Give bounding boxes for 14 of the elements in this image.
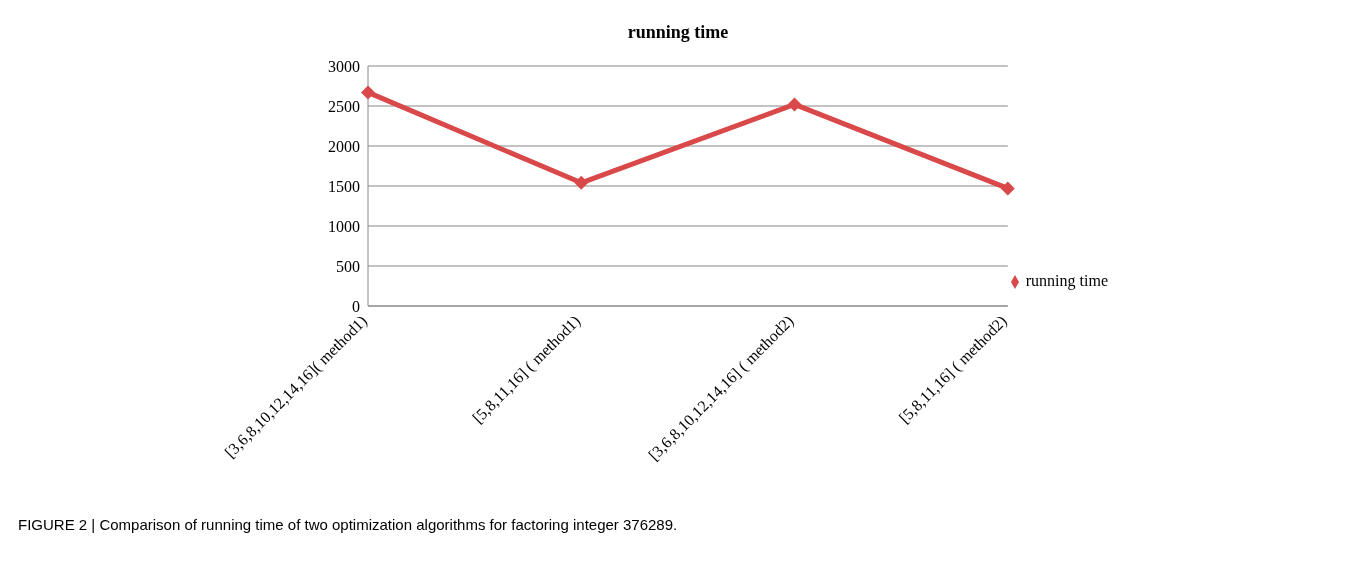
y-tick-label: 1500 bbox=[328, 177, 360, 195]
point bbox=[574, 175, 589, 190]
y-tick-label: 0 bbox=[352, 297, 360, 315]
point bbox=[1000, 181, 1015, 196]
y-tick-label: 2000 bbox=[328, 137, 360, 155]
chart-title: running time bbox=[626, 21, 730, 44]
legend-label: running time bbox=[1025, 272, 1108, 289]
y-tick-label: 500 bbox=[336, 257, 360, 275]
point bbox=[787, 97, 802, 112]
y-tick-label: 1000 bbox=[328, 217, 360, 235]
point bbox=[361, 85, 375, 100]
y-tick-label: 3000 bbox=[328, 57, 360, 75]
y-tick-label: 2500 bbox=[328, 97, 360, 115]
caption: FIGURE 2 | Comparison of running time of two optimization algorithms for factoring integer 376289. bbox=[17, 516, 679, 533]
